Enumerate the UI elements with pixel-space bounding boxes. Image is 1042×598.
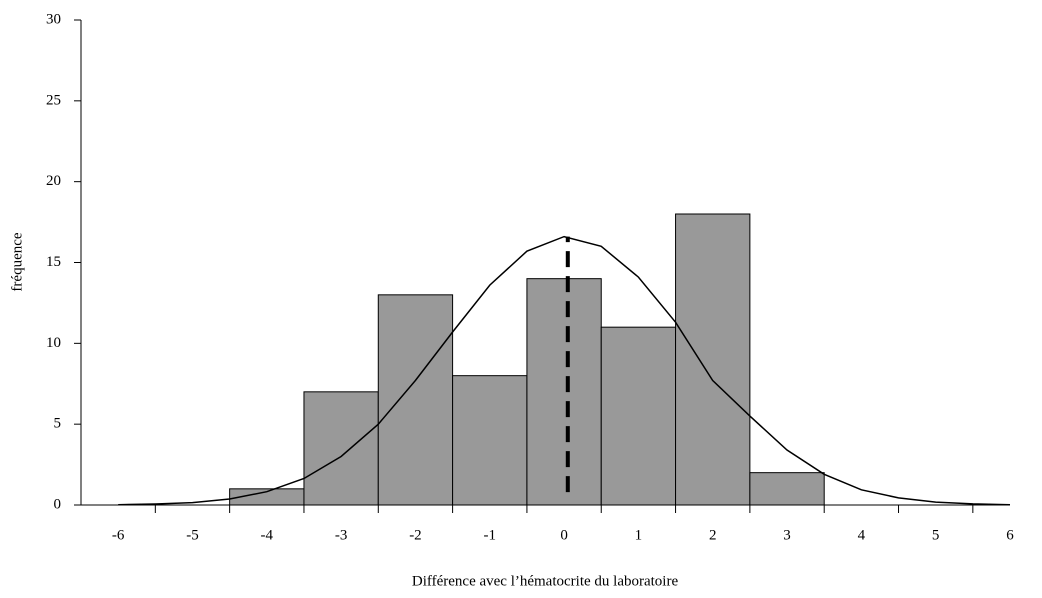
x-tick-label: 4 — [858, 527, 866, 543]
x-tick-label: 1 — [635, 527, 643, 543]
y-tick-label: 5 — [54, 416, 62, 432]
y-tick-label: 20 — [46, 173, 61, 189]
x-tick-label: 0 — [560, 527, 568, 543]
y-tick-label: 15 — [46, 254, 61, 270]
x-tick-label: 3 — [783, 527, 791, 543]
y-tick-label: 10 — [46, 335, 61, 351]
x-tick-label: 2 — [709, 527, 717, 543]
x-tick-label: -1 — [484, 527, 497, 543]
x-tick-label: -5 — [186, 527, 199, 543]
bar — [675, 213, 751, 506]
y-tick-label: 25 — [46, 92, 61, 108]
y-tick-label: 0 — [54, 496, 62, 512]
x-tick-label: -6 — [112, 527, 125, 543]
normal-curve — [118, 235, 1011, 506]
bar — [303, 391, 379, 506]
x-tick-label: -3 — [335, 527, 348, 543]
bar — [526, 278, 602, 506]
bar — [377, 294, 454, 506]
x-tick-label: 6 — [1006, 527, 1014, 543]
x-axis-label: Différence avec l’hématocrite du laborat… — [412, 573, 679, 589]
bar — [600, 326, 677, 506]
x-tick-label: 5 — [932, 527, 940, 543]
y-axis-label: fréquence — [9, 232, 25, 291]
bar — [749, 472, 825, 506]
x-tick-label: -4 — [261, 527, 274, 543]
y-tick-label: 30 — [46, 11, 61, 27]
x-tick-label: -2 — [409, 527, 422, 543]
bar — [452, 375, 528, 506]
